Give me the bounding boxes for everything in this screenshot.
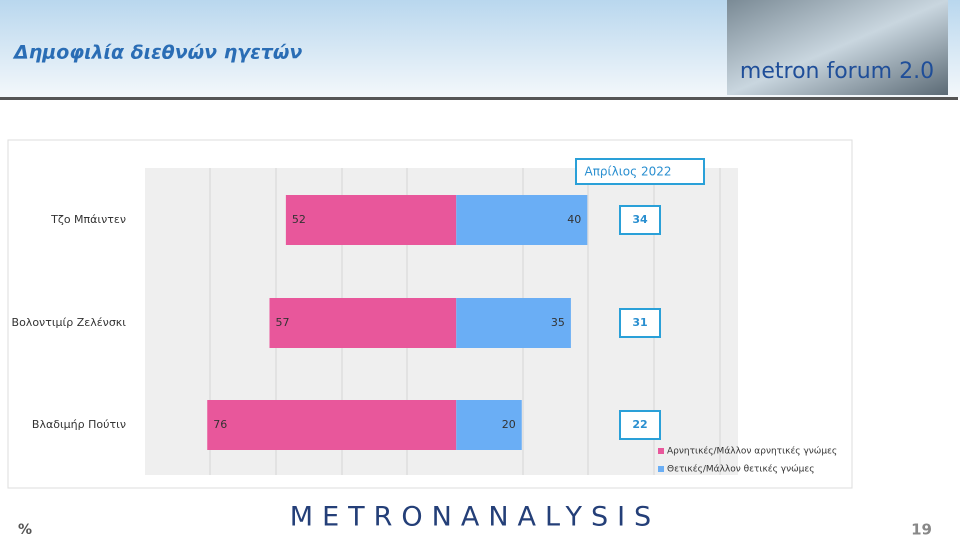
value-label: 52 <box>292 213 306 226</box>
bar <box>456 400 522 450</box>
slide-title: Δημοφιλία διεθνών ηγετών <box>12 42 302 64</box>
legend-label: Θετικές/Μάλλον θετικές γνώμες <box>667 464 815 475</box>
comparison-box <box>619 205 661 235</box>
brand-logo: METRONANALYSIS <box>290 502 660 533</box>
bar <box>456 298 571 348</box>
legend-swatch <box>658 466 664 472</box>
bar <box>269 298 457 348</box>
category-label: Βολοντιμίρ Ζελένσκι <box>12 316 127 329</box>
value-label: 76 <box>213 418 227 431</box>
category-label: Βλαδιμήρ Πούτιν <box>32 418 126 431</box>
comparison-header-box <box>575 158 705 185</box>
logo-text: metron forum 2.0 <box>740 59 934 84</box>
unit-label: % <box>18 522 32 538</box>
value-label: 40 <box>567 213 581 226</box>
comparison-header: Απρίλιος 2022 <box>584 165 671 179</box>
value-label: 35 <box>551 316 565 329</box>
comparison-value: 22 <box>632 418 647 431</box>
logo-image <box>727 0 948 95</box>
bar <box>456 195 588 245</box>
comparison-value: 34 <box>632 213 648 226</box>
comparison-box <box>619 410 661 440</box>
page-number: 19 <box>911 521 932 539</box>
category-label: Τζο Μπάιντεν <box>50 213 126 226</box>
bar <box>207 400 457 450</box>
comparison-value: 31 <box>632 316 647 329</box>
header-rule <box>0 97 958 100</box>
comparison-box <box>619 308 661 338</box>
value-label: 57 <box>275 316 289 329</box>
legend-swatch <box>658 448 664 454</box>
legend-label: Αρνητικές/Μάλλον αρνητικές γνώμες <box>667 446 837 457</box>
bar <box>285 195 457 245</box>
value-label: 20 <box>502 418 516 431</box>
